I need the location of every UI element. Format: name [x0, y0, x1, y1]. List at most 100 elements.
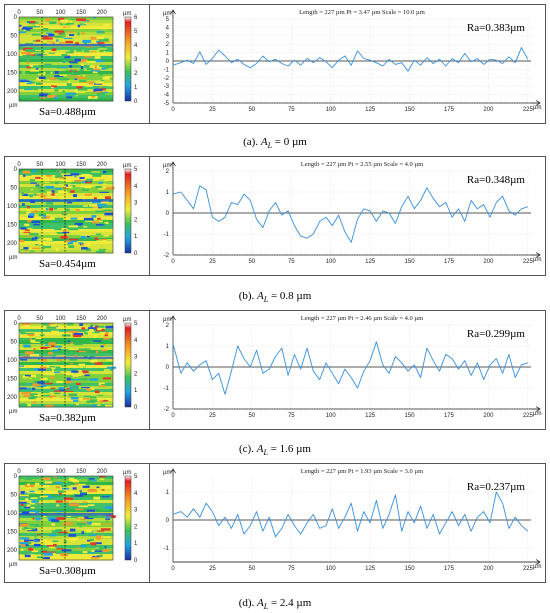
surface-spot [83, 355, 88, 358]
panel-divider [149, 157, 150, 275]
y-tick-label: 1 [166, 344, 170, 350]
caption-subscript: L [263, 602, 269, 612]
surface-spot [49, 533, 56, 537]
x-axis-arrow [535, 559, 541, 565]
surface-band [19, 488, 113, 492]
surface-spot [42, 394, 51, 397]
surface-spot [54, 96, 58, 100]
surface-spot [41, 550, 48, 553]
map-x-tick-label: 200 [97, 162, 108, 168]
surface-spot [93, 340, 102, 342]
map-unit-label: µm [9, 255, 17, 261]
surface-spot [82, 188, 85, 192]
surface-spot [82, 32, 85, 35]
surface-spot [26, 66, 31, 69]
roughness-figure-c: 0 50 100 150 200050100150200µmµmSa=0.382µm54… [7, 315, 541, 424]
surface-spot [65, 51, 74, 54]
surface-spot [72, 374, 82, 376]
surface-spot [76, 208, 80, 212]
surface-spot [69, 34, 75, 37]
surface-spot [100, 88, 106, 91]
surface-spot [40, 377, 48, 381]
surface-band [19, 377, 113, 381]
surface-groove [19, 199, 113, 202]
surface-spot [66, 384, 69, 388]
x-tick-label: 25 [209, 107, 216, 113]
map-x-tick-label: 100 [55, 162, 66, 168]
profile-x-unit-label: µm [533, 105, 541, 111]
surface-spot [28, 383, 32, 385]
surface-spot [99, 478, 105, 480]
map-y-tick-label: 50 [10, 493, 17, 499]
surface-spot [21, 192, 25, 196]
surface-spot [92, 69, 101, 71]
surface-spot [36, 77, 44, 81]
surface-spot [66, 377, 71, 381]
surface-spot [44, 533, 52, 535]
surface-band [19, 226, 113, 230]
surface-spot [102, 400, 109, 402]
surface-spot [99, 191, 109, 193]
surface-spot [90, 324, 95, 326]
surface-band [19, 353, 113, 357]
surface-spot [74, 89, 79, 93]
surface-spot [30, 189, 34, 191]
surface-spot [46, 326, 57, 329]
surface-spot [56, 66, 61, 69]
colorbar-tick-label: 2 [134, 524, 138, 530]
surface-spot [77, 517, 85, 519]
surface-spot [54, 371, 61, 374]
surface-spot [95, 535, 104, 539]
ra-label: Ra=0.237µm [467, 481, 526, 493]
map-x-tick-label: 200 [97, 316, 108, 322]
surface-spot [63, 212, 67, 214]
surface-spot [30, 497, 38, 499]
surface-spot [35, 39, 41, 42]
surface-spot [76, 382, 81, 385]
x-tick-label: 125 [365, 107, 376, 113]
surface-band [19, 250, 113, 254]
roughness-panel-c: 0 50 100 150 200 0 50 100 150 200 µm µm Sa=0.382µm 5 4… [4, 310, 546, 430]
surface-spot [43, 36, 49, 38]
x-tick-label: 100 [326, 566, 337, 572]
surface-spot [33, 380, 38, 384]
surface-spot [83, 217, 94, 221]
surface-spot [38, 503, 43, 505]
surface-spot [27, 25, 36, 28]
surface-spot [50, 85, 57, 88]
surface-spot [64, 538, 70, 541]
surface-spot [29, 233, 39, 236]
surface-spot [38, 368, 46, 371]
surface-spot [96, 250, 105, 253]
surface-spot [62, 383, 67, 386]
surface-spot [62, 231, 70, 234]
surface-spot [55, 366, 61, 369]
surface-spot [29, 81, 36, 84]
surface-spot [97, 92, 105, 96]
surface-spot [74, 180, 83, 182]
surface-spot [19, 387, 27, 390]
y-tick-label: 1 [166, 190, 170, 196]
surface-band [19, 335, 113, 339]
surface-spot [69, 75, 79, 77]
y-tick-label: -1 [164, 232, 170, 238]
surface-map-frame [18, 16, 114, 102]
surface-spot [104, 76, 115, 78]
surface-spot [48, 323, 54, 326]
surface-spot [94, 550, 103, 552]
surface-spot [91, 171, 101, 173]
surface-spot [59, 492, 62, 496]
surface-spot [24, 506, 31, 509]
surface-spot [23, 395, 31, 397]
surface-spot [24, 86, 30, 90]
surface-spot [89, 81, 94, 85]
surface-band [19, 557, 113, 561]
surface-spot [59, 331, 66, 334]
map-y-tick-label: 50 [10, 340, 17, 346]
surface-spot [92, 366, 100, 368]
roughness-panel-d: 0 50 100 150 200 0 50 100 150 200 µm µm Sa=0.308µm 5 4… [4, 463, 546, 583]
map-unit-label: µm [9, 562, 17, 568]
surface-spot [35, 537, 38, 540]
surface-band [19, 518, 113, 522]
map-x-tick-label: 150 [76, 10, 87, 16]
